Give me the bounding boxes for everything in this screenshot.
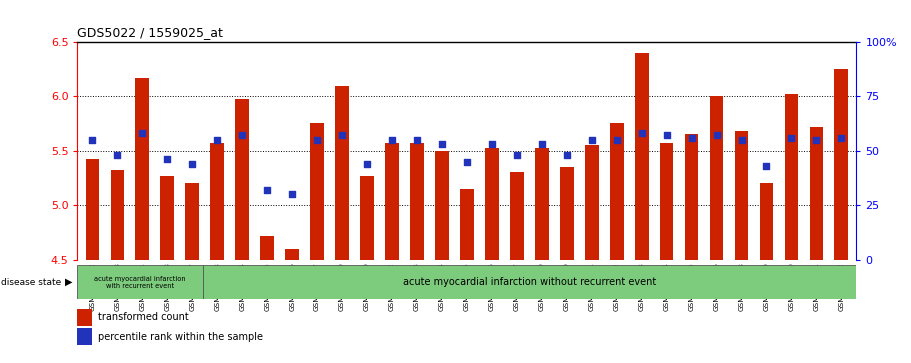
Point	[135, 130, 149, 136]
Bar	[510, 172, 524, 260]
Bar	[410, 143, 424, 260]
Bar	[335, 86, 349, 260]
Bar	[385, 143, 399, 260]
Point	[310, 137, 324, 143]
Bar	[585, 145, 599, 260]
Bar	[734, 131, 748, 260]
Bar	[784, 94, 798, 260]
Text: transformed count: transformed count	[98, 312, 189, 322]
Point	[759, 163, 773, 169]
Bar	[77, 265, 203, 299]
Bar	[435, 151, 449, 260]
Point	[185, 161, 200, 167]
Point	[784, 135, 799, 140]
Point	[235, 132, 250, 138]
Text: ▶: ▶	[66, 277, 73, 287]
Point	[210, 137, 224, 143]
Point	[609, 137, 624, 143]
Bar	[609, 123, 623, 260]
Bar	[635, 53, 649, 260]
Point	[634, 130, 649, 136]
Bar	[535, 148, 548, 260]
Point	[360, 161, 374, 167]
Bar	[485, 148, 498, 260]
Point	[485, 141, 499, 147]
Point	[509, 152, 524, 158]
Text: acute myocardial infarction without recurrent event: acute myocardial infarction without recu…	[403, 277, 656, 287]
Point	[459, 159, 474, 164]
Point	[834, 135, 849, 140]
Bar	[261, 236, 274, 260]
Bar	[77, 329, 92, 345]
Point	[660, 132, 674, 138]
Bar	[560, 167, 574, 260]
Point	[334, 132, 349, 138]
Bar	[360, 176, 374, 260]
Text: percentile rank within the sample: percentile rank within the sample	[98, 332, 263, 342]
Bar	[77, 309, 92, 326]
Bar	[235, 99, 249, 260]
Point	[435, 141, 449, 147]
Text: GDS5022 / 1559025_at: GDS5022 / 1559025_at	[77, 26, 223, 39]
Point	[734, 137, 749, 143]
Point	[809, 137, 824, 143]
Bar	[685, 134, 699, 260]
Text: disease state: disease state	[1, 278, 61, 287]
Point	[85, 137, 99, 143]
Bar	[186, 183, 200, 260]
Bar	[203, 265, 856, 299]
Bar	[810, 127, 824, 260]
Bar	[460, 189, 474, 260]
Bar	[311, 123, 324, 260]
Bar	[660, 143, 673, 260]
Bar	[760, 183, 773, 260]
Point	[384, 137, 399, 143]
Point	[585, 137, 599, 143]
Point	[710, 132, 724, 138]
Bar	[210, 143, 224, 260]
Bar	[710, 96, 723, 260]
Bar	[160, 176, 174, 260]
Point	[559, 152, 574, 158]
Point	[110, 152, 125, 158]
Point	[535, 141, 549, 147]
Bar	[136, 78, 149, 260]
Bar	[86, 159, 99, 260]
Point	[285, 191, 300, 197]
Point	[160, 156, 175, 162]
Bar	[834, 69, 848, 260]
Point	[684, 135, 699, 140]
Bar	[285, 249, 299, 260]
Point	[260, 187, 274, 193]
Point	[410, 137, 425, 143]
Bar	[110, 170, 124, 260]
Text: acute myocardial infarction
with recurrent event: acute myocardial infarction with recurre…	[95, 276, 186, 289]
